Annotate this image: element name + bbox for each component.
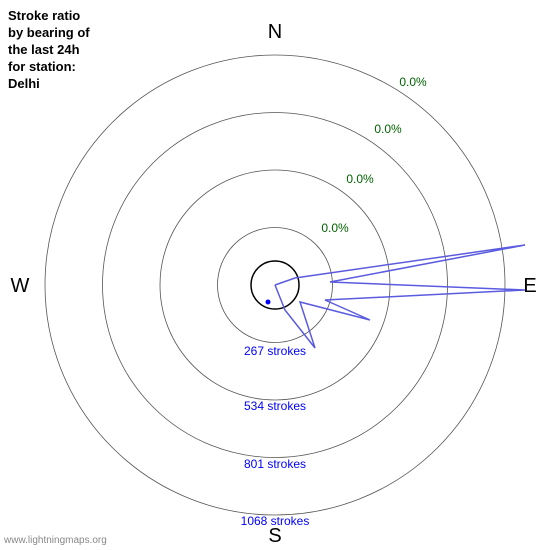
rose-polyline	[275, 245, 525, 348]
footer-link: www.lightningmaps.org	[4, 535, 107, 546]
blue-label-2: 801 strokes	[244, 457, 306, 471]
blue-label-1: 534 strokes	[244, 399, 306, 413]
compass-s: S	[268, 525, 281, 547]
blue-label-0: 267 strokes	[244, 344, 306, 358]
green-label-1: 0.0%	[346, 172, 374, 186]
title-line-1: by bearing of	[8, 25, 90, 40]
green-label-2: 0.0%	[374, 122, 402, 136]
green-label-3: 0.0%	[399, 75, 427, 89]
compass-n: N	[268, 21, 282, 43]
blue-dot	[266, 300, 271, 305]
title-line-4: Delhi	[8, 76, 40, 91]
title-line-2: the last 24h	[8, 42, 80, 57]
title-line-3: for station:	[8, 59, 76, 74]
compass-e: E	[523, 275, 536, 297]
green-label-0: 0.0%	[321, 221, 349, 235]
compass-w: W	[11, 275, 30, 297]
blue-label-3: 1068 strokes	[241, 514, 310, 528]
title-line-0: Stroke ratio	[8, 8, 80, 23]
chart-container: Stroke ratio by bearing of the last 24h …	[0, 0, 550, 550]
chart-title: Stroke ratio by bearing of the last 24h …	[8, 8, 90, 92]
